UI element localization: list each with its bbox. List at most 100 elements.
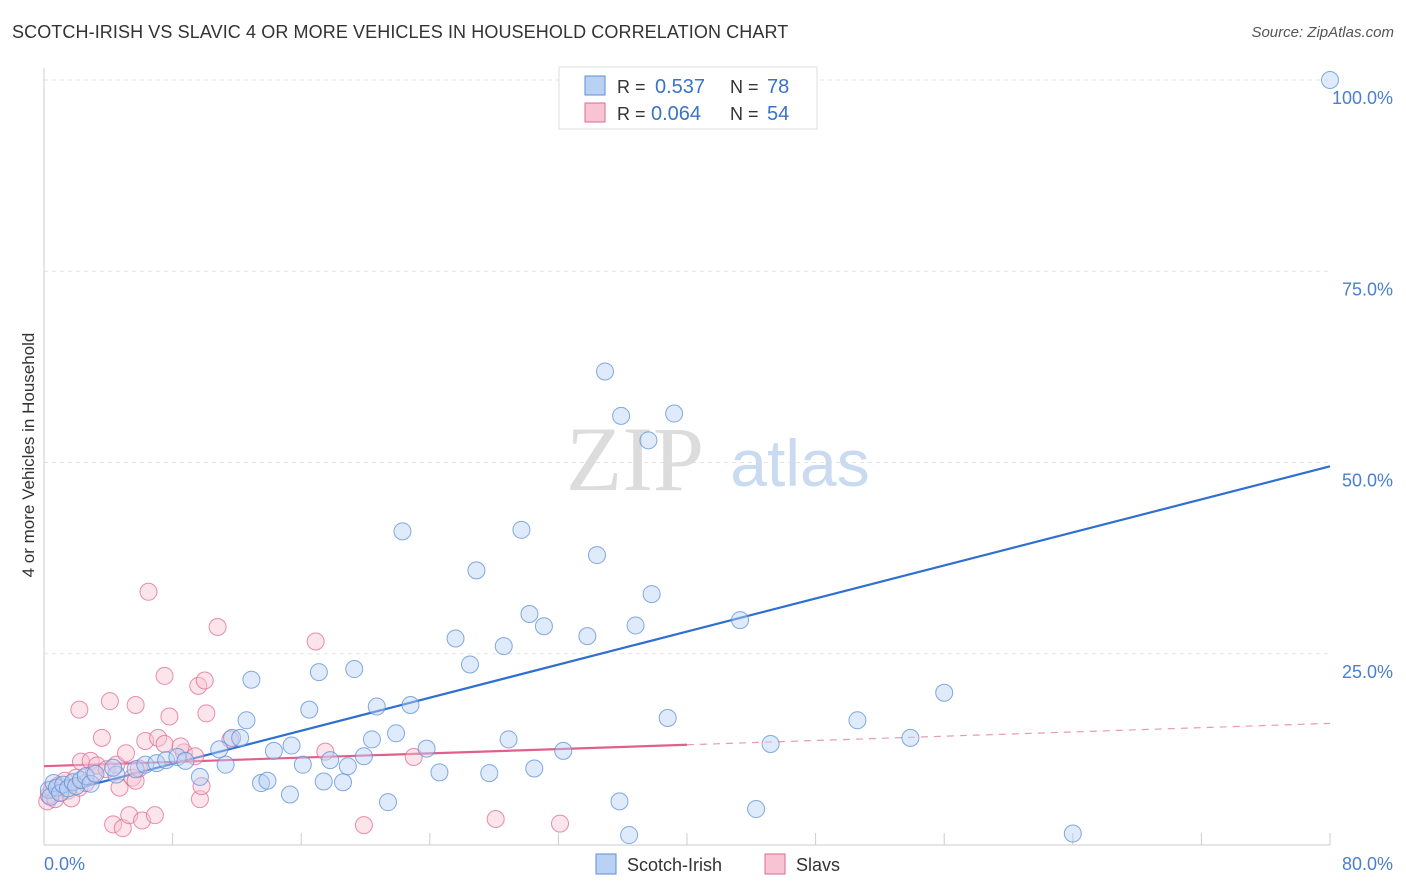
stats-swatch-slavs [584, 102, 606, 123]
stats-r-value-2: 0.064 [651, 103, 701, 125]
scotch-irish-point [280, 785, 299, 804]
scotch-irish-point [935, 683, 954, 702]
scotch-irish-point [578, 627, 597, 646]
scotch-irish-point [86, 764, 105, 783]
scotch-irish-point [147, 754, 166, 773]
scotch-irish-point [1063, 824, 1082, 843]
scotch-irish-point [460, 655, 479, 674]
y-tick-label: 75.0% [1342, 279, 1393, 299]
stats-r-value-1: 0.537 [655, 76, 705, 98]
scotch-irish-point [596, 362, 615, 381]
slavs-point [486, 809, 505, 828]
scotch-irish-point [520, 604, 539, 623]
slavs-point [97, 760, 116, 779]
slavs-point [316, 742, 335, 761]
scotch-irish-point [494, 637, 513, 656]
scotch-irish-point [190, 767, 209, 786]
slavs-trend-line [43, 743, 688, 768]
scotch-irish-point [258, 771, 277, 790]
slavs-point [190, 790, 209, 809]
scotch-irish-point [417, 739, 436, 758]
scotch-irish-point [467, 561, 486, 580]
slavs-point [126, 696, 145, 715]
scotch-irish-point [430, 763, 449, 782]
x-tick-label: 80.0% [1342, 854, 1393, 874]
scotch-irish-point [293, 755, 312, 774]
scotch-irish-point [525, 759, 544, 778]
slavs-point [116, 744, 135, 763]
scotch-irish-point [136, 755, 155, 774]
scotch-irish-point [314, 772, 333, 791]
slavs-point [155, 666, 174, 685]
scotch-irish-point [216, 755, 235, 774]
slavs-point [46, 790, 65, 809]
scotch-irish-point [620, 826, 639, 845]
scotch-irish-point [387, 724, 406, 743]
tick-labels: 100.0% 75.0% 50.0% 25.0% 0.0% 80.0% [44, 88, 1393, 874]
x-tick-label: 0.0% [44, 854, 85, 874]
stats-n-value-2: 54 [767, 103, 789, 125]
scotch-irish-point [210, 740, 229, 759]
stats-n-value-1: 78 [767, 76, 789, 98]
scotch-irish-point [480, 764, 499, 783]
slavs-point [113, 819, 132, 838]
axes [43, 68, 1331, 846]
scotch-irish-point [338, 757, 357, 776]
scotch-irish-point [639, 431, 658, 450]
slavs-point [186, 747, 205, 766]
stats-swatch-scotch-irish [584, 75, 606, 96]
legend-label-slavs: Slavs [796, 855, 840, 875]
slavs-point [145, 806, 164, 825]
scotch-irish-point [446, 629, 465, 648]
scotch-irish-point [237, 711, 256, 730]
slavs-point [104, 815, 123, 834]
stats-n-label-2: N = [730, 104, 759, 124]
slavs-point [92, 728, 111, 747]
y-axis-label: 4 or more Vehicles in Household [19, 333, 38, 578]
slavs-point [107, 755, 126, 774]
scotch-irish-point [747, 800, 766, 819]
legend-label-scotch-irish: Scotch-Irish [627, 855, 722, 875]
slavs-point [192, 777, 211, 796]
slavs-point [155, 735, 174, 754]
scotch-irish-point [81, 774, 100, 793]
watermark-atlas: atlas [730, 426, 869, 500]
slavs-point [551, 814, 570, 833]
scotch-irish-point [379, 793, 398, 812]
gridlines [44, 79, 1330, 655]
scotch-irish-point [731, 611, 750, 630]
scotch-irish-point [626, 616, 645, 635]
scotch-irish-point [126, 760, 145, 779]
slavs-point [70, 700, 89, 719]
slavs-point [354, 816, 373, 835]
scotch-irish-point [321, 751, 340, 770]
scotch-irish-point [104, 758, 123, 777]
stats-r-label-2: R = [617, 104, 646, 124]
stats-n-label-1: N = [730, 77, 759, 97]
scotch-irish-point [554, 741, 573, 760]
scotch-irish-point [848, 711, 867, 730]
slavs-point [208, 617, 227, 636]
stats-legend-box: R = 0.537 N = 78 R = 0.064 N = 54 [558, 66, 818, 130]
slavs-trend-line-extension [686, 722, 1331, 746]
scotch-irish-trend-line [43, 465, 1331, 798]
scotch-irish-point [534, 617, 553, 636]
scotch-irish-point [41, 787, 60, 806]
scotch-irish-point [367, 697, 386, 716]
scotch-irish-point [761, 735, 780, 754]
scotch-irish-point [393, 522, 412, 541]
scotch-irish-points [39, 71, 1339, 845]
slavs-point [306, 632, 325, 651]
chart-title: SCOTCH-IRISH VS SLAVIC 4 OR MORE VEHICLE… [12, 22, 789, 42]
scotch-irish-point [658, 709, 677, 728]
scotch-irish-point [354, 747, 373, 766]
legend-swatch-slavs [764, 853, 786, 875]
scotch-irish-point [612, 406, 631, 425]
scotch-irish-point [362, 730, 381, 749]
slavs-point [404, 748, 423, 767]
y-tick-label: 25.0% [1342, 662, 1393, 682]
slavs-point [139, 582, 158, 601]
scotch-irish-point [901, 728, 920, 747]
scotch-irish-point [610, 792, 629, 811]
